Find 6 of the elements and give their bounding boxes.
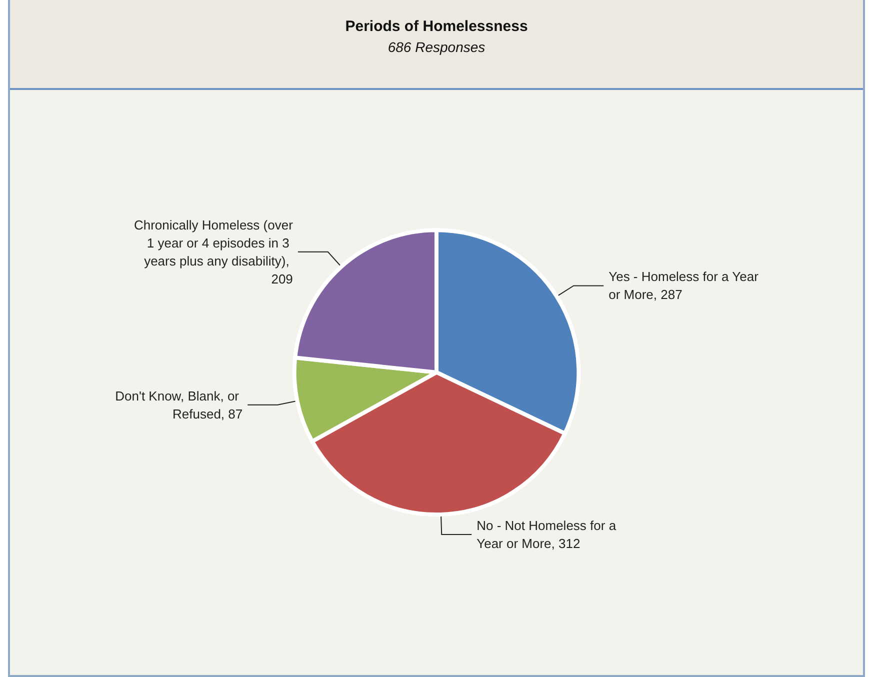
chart-subtitle: 686 Responses <box>388 39 486 55</box>
slice-label: Yes - Homeless for a Year or More, 287 <box>608 269 762 302</box>
slice-label: Don't Know, Blank, or Refused, 87 <box>115 388 243 422</box>
slice-label: No - Not Homeless for a Year or More, 312 <box>476 518 620 551</box>
chart-title: Periods of Homelessness <box>345 18 528 35</box>
slice-label: Chronically Homeless (over 1 year or 4 episodes in 3 years plus any disability), 209 <box>134 217 294 286</box>
